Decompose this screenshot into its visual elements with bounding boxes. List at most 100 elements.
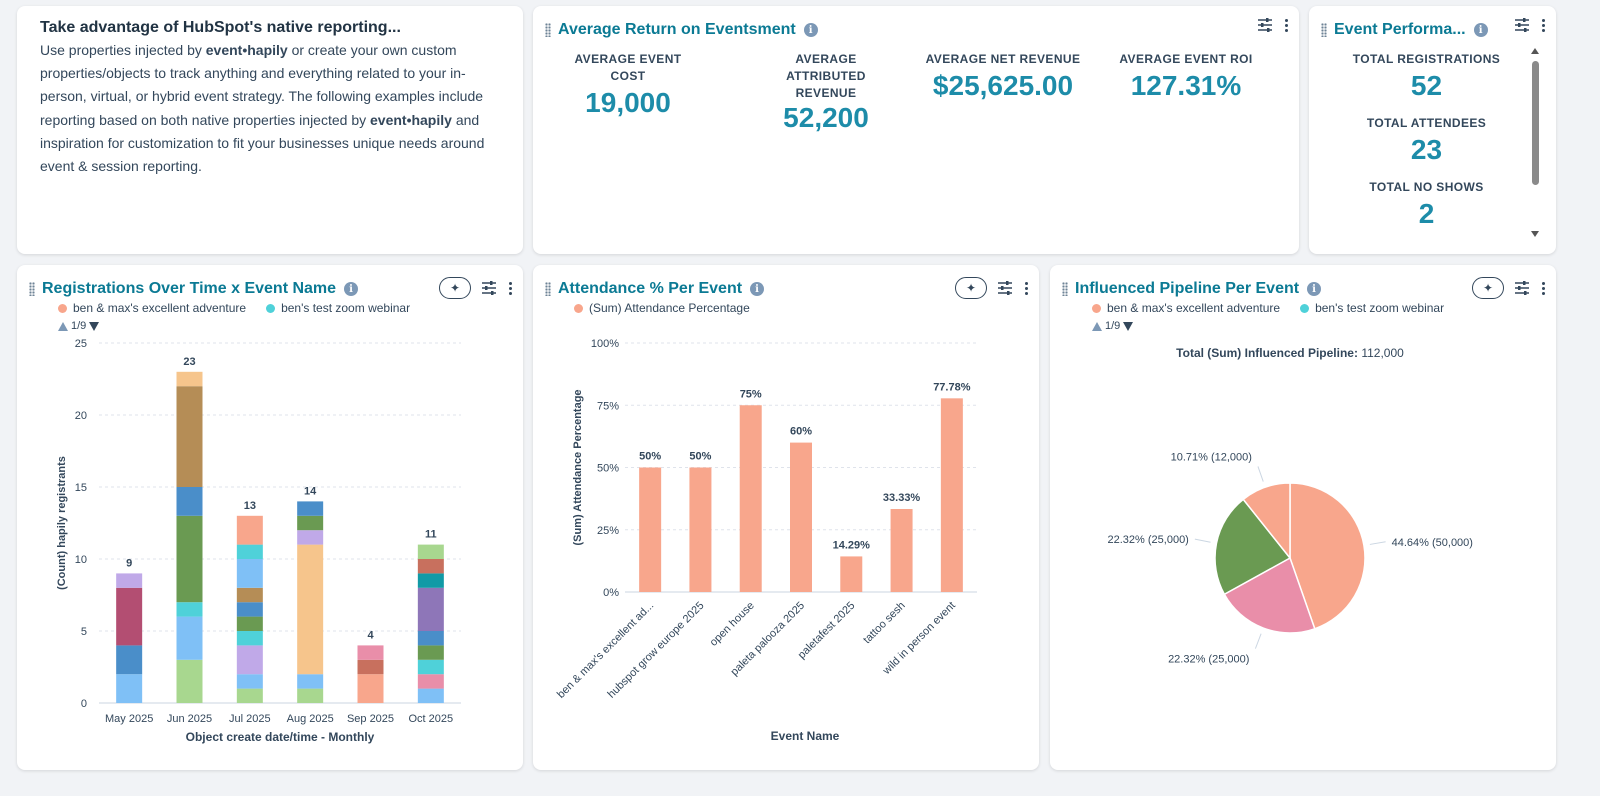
bar-segment: [357, 674, 384, 703]
legend-item[interactable]: (Sum) Attendance Percentage: [574, 301, 750, 315]
bar-segment: [297, 501, 324, 516]
bar-total-label: 14: [304, 485, 317, 497]
intro-body: Use properties injected by event•hapily …: [40, 39, 510, 178]
bar-segment: [176, 659, 203, 703]
y-tick-label: 20: [75, 410, 87, 422]
ai-sparkle-icon[interactable]: ✦: [955, 277, 987, 299]
filter-icon[interactable]: [1257, 18, 1273, 32]
legend-label: ben & max's excellent adventure: [1107, 301, 1281, 315]
total-value: 112,000: [1361, 346, 1404, 360]
x-tick-label: ben & max's excellent ad...: [555, 600, 656, 701]
legend-swatch: [1092, 303, 1101, 313]
roi-title-text: Average Return on Eventsment: [558, 21, 796, 38]
kpi-value: 2: [1418, 198, 1435, 229]
kebab-menu-icon[interactable]: [1283, 18, 1289, 32]
filter-icon[interactable]: [997, 281, 1013, 295]
scrollbar[interactable]: [1529, 46, 1541, 242]
bar-segment: [236, 515, 263, 545]
legend-item[interactable]: ben's test zoom webinar: [1300, 301, 1444, 315]
legend-swatch: [1300, 303, 1310, 313]
filter-icon[interactable]: [1514, 281, 1530, 295]
kpi-label: TOTAL ATTENDEES: [1366, 116, 1487, 130]
pipeline-total: Total (Sum) Influenced Pipeline: 112,000: [1050, 346, 1530, 360]
drag-handle-icon[interactable]: [545, 282, 551, 296]
x-tick-label: Sep 2025: [347, 713, 394, 725]
bar-segment: [417, 674, 444, 689]
pipe-legend: ben & max's excellent adventure ben's te…: [1092, 301, 1444, 315]
drag-handle-icon[interactable]: [1062, 282, 1068, 296]
drag-handle-icon[interactable]: [1321, 23, 1327, 37]
ai-sparkle-icon[interactable]: ✦: [1472, 277, 1504, 299]
reg-legend: ben & max's excellent adventure ben's te…: [58, 301, 410, 315]
drag-handle-icon[interactable]: [545, 23, 551, 37]
x-tick-label: Jun 2025: [167, 713, 212, 725]
legend-pager: 1/9: [1092, 320, 1134, 332]
roi-tools: [1257, 18, 1289, 32]
intro-text-3: and inspiration for customization to fit…: [40, 111, 485, 175]
info-icon[interactable]: i: [1307, 282, 1322, 296]
bar-value-label: 50%: [689, 451, 711, 463]
bar-segment: [176, 487, 203, 516]
y-tick-label: 10: [75, 554, 87, 566]
legend-item[interactable]: ben & max's excellent adventure: [1092, 301, 1280, 315]
perf-tools: [1514, 18, 1546, 32]
attendance-card: Attendance % Per Event i ✦ (Sum) Attenda…: [533, 265, 1039, 770]
pager-prev-icon[interactable]: [1092, 321, 1102, 331]
pager-next-icon[interactable]: [1123, 321, 1134, 331]
pipeline-card: Influenced Pipeline Per Event i ✦ ben & …: [1050, 265, 1556, 770]
legend-item[interactable]: ben & max's excellent adventure: [58, 301, 246, 315]
kpi-label: AVERAGE EVENT ROI: [1119, 52, 1253, 66]
bar-total-label: 9: [126, 557, 132, 569]
roi-card: Average Return on Eventsment i AVERAGE E…: [533, 6, 1299, 254]
pie-slice-label: 22.32% (25,000): [1168, 654, 1249, 666]
pager-next-icon[interactable]: [89, 321, 100, 331]
bar-segment: [176, 602, 203, 617]
scroll-thumb[interactable]: [1532, 61, 1539, 185]
intro-card: Take advantage of HubSpot's native repor…: [17, 6, 523, 254]
legend-swatch: [266, 303, 276, 313]
intro-text-2: or create your own custom properties/obj…: [40, 42, 484, 128]
drag-handle-icon[interactable]: [29, 282, 35, 296]
att-title-text: Attendance % Per Event: [558, 280, 743, 297]
scroll-up-arrow[interactable]: [1531, 48, 1539, 54]
bar-value-label: 60%: [790, 426, 812, 438]
bar-segment: [297, 544, 324, 675]
x-tick-label: hubspot grow europe 2025: [606, 600, 707, 701]
kpi-value: 127.31%: [1130, 70, 1242, 101]
pager-label: 1/9: [1105, 320, 1121, 332]
intro-title: Take advantage of HubSpot's native repor…: [40, 19, 401, 36]
reg-title-text: Registrations Over Time x Event Name: [42, 280, 337, 297]
kpi-value: $25,625.00: [932, 70, 1074, 101]
info-icon[interactable]: i: [1473, 23, 1488, 37]
bar-segment: [297, 674, 324, 689]
info-icon[interactable]: i: [344, 282, 359, 296]
x-tick-label: Jul 2025: [229, 713, 271, 725]
pie-leader-line: [1194, 538, 1211, 543]
bar-segment: [417, 559, 444, 574]
kebab-menu-icon[interactable]: [1540, 18, 1546, 32]
bar-total-label: 13: [244, 500, 256, 512]
kebab-menu-icon[interactable]: [507, 281, 513, 295]
bar-segment: [297, 688, 324, 703]
kebab-menu-icon[interactable]: [1540, 281, 1546, 295]
pager-prev-icon[interactable]: [58, 321, 68, 331]
kpi-value: 23: [1410, 134, 1443, 165]
info-icon[interactable]: i: [750, 282, 765, 296]
y-tick-label: 100%: [591, 338, 619, 350]
pie-slice-label: 10.71% (12,000): [1171, 451, 1252, 463]
y-tick-label: 75%: [597, 400, 619, 412]
legend-label: ben's test zoom webinar: [281, 301, 411, 315]
kebab-menu-icon[interactable]: [1023, 281, 1029, 295]
roi-kpi-0: AVERAGE EVENT COST 19,000: [563, 51, 693, 119]
kpi-label: TOTAL NO SHOWS: [1369, 180, 1484, 194]
legend-item[interactable]: ben's test zoom webinar: [266, 301, 410, 315]
filter-icon[interactable]: [481, 281, 497, 295]
filter-icon[interactable]: [1514, 18, 1530, 32]
scroll-down-arrow[interactable]: [1531, 231, 1539, 237]
info-icon[interactable]: i: [803, 23, 818, 37]
y-tick-label: 25%: [597, 525, 619, 537]
ai-sparkle-icon[interactable]: ✦: [439, 277, 471, 299]
bar-segment: [357, 659, 384, 675]
bar-segment: [176, 371, 203, 387]
bar-segment: [417, 544, 444, 559]
